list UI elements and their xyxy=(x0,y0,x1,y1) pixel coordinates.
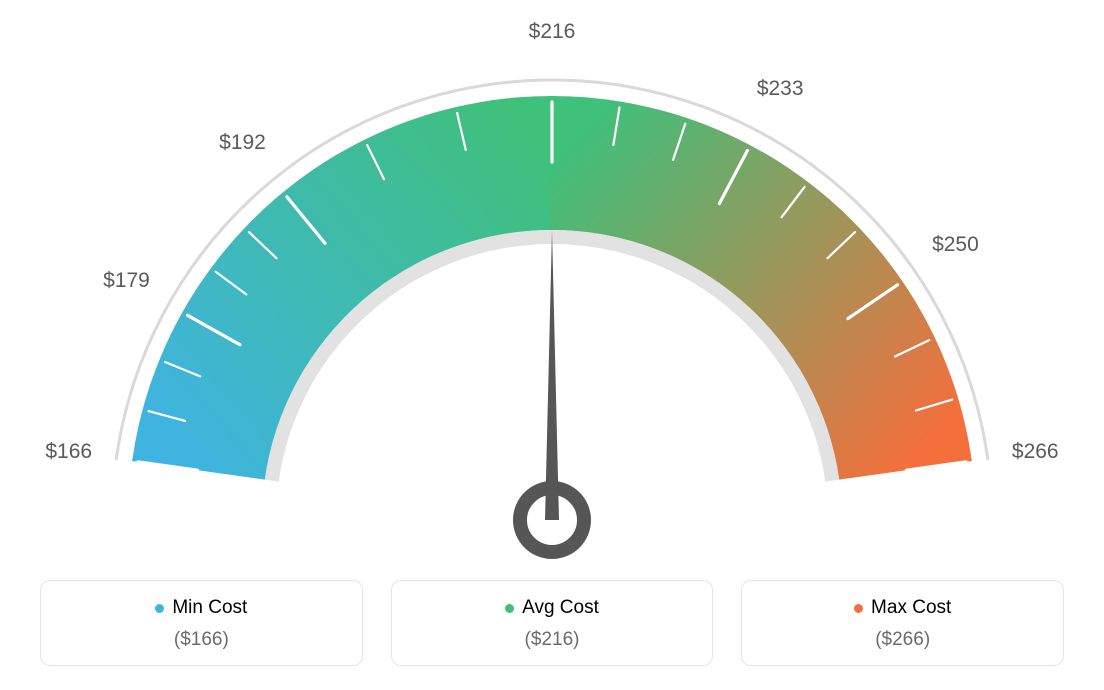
gauge-tick-label: $250 xyxy=(932,233,979,257)
dot-icon xyxy=(505,604,514,613)
max-cost-title: Max Cost xyxy=(854,597,951,619)
max-cost-card: Max Cost ($266) xyxy=(741,580,1064,666)
gauge-tick-label: $233 xyxy=(757,77,804,101)
gauge-svg xyxy=(0,0,1104,560)
max-cost-value: ($266) xyxy=(752,629,1053,651)
summary-cards: Min Cost ($166) Avg Cost ($216) Max Cost… xyxy=(40,580,1064,666)
avg-cost-label: Avg Cost xyxy=(522,597,599,619)
min-cost-label: Min Cost xyxy=(172,597,247,619)
dot-icon xyxy=(854,604,863,613)
max-cost-label: Max Cost xyxy=(871,597,951,619)
gauge-tick-label: $192 xyxy=(219,131,266,155)
cost-gauge-container: $166 $179 $192 $216 $233 $250 $266 Min Cost ($… xyxy=(0,0,1104,690)
min-cost-card: Min Cost ($166) xyxy=(40,580,363,666)
gauge-tick-label: $216 xyxy=(529,20,576,44)
gauge-chart: $166 $179 $192 $216 $233 $250 $266 xyxy=(0,0,1104,560)
gauge-tick-label: $166 xyxy=(45,440,92,464)
min-cost-title: Min Cost xyxy=(155,597,247,619)
avg-cost-title: Avg Cost xyxy=(505,597,599,619)
dot-icon xyxy=(155,604,164,613)
min-cost-value: ($166) xyxy=(51,629,352,651)
gauge-tick-label: $266 xyxy=(1012,440,1059,464)
gauge-tick-label: $179 xyxy=(103,269,150,293)
avg-cost-value: ($216) xyxy=(402,629,703,651)
avg-cost-card: Avg Cost ($216) xyxy=(391,580,714,666)
